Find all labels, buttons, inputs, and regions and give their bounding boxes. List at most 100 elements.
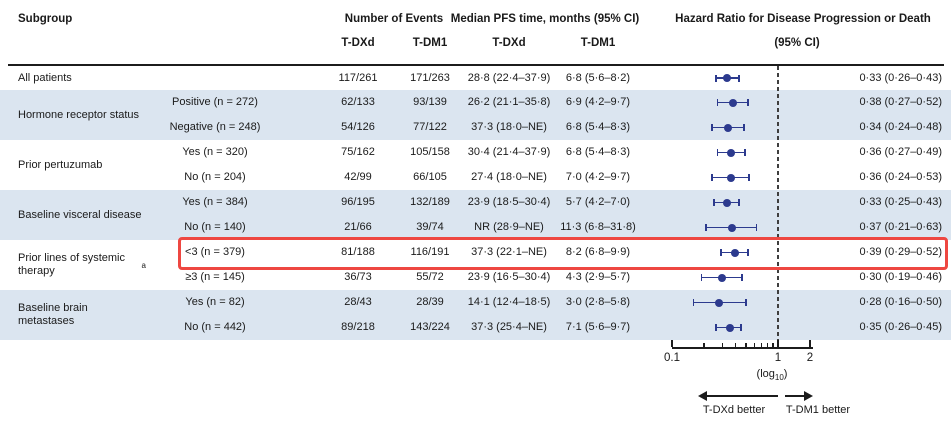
hr-point — [718, 273, 727, 282]
median-tdxd-cell: 23·9 (18·5–30·4) — [467, 196, 551, 208]
subgroup-level-cell: Yes (n = 82) — [185, 296, 245, 308]
hazard-ratio-cell: 0·38 (0·27–0·52) — [859, 96, 942, 108]
events-tdxd-cell: 96/195 — [341, 196, 375, 208]
hazard-ratio-cell: 0·34 (0·24–0·48) — [859, 121, 942, 133]
left-better-label: T-DXd better — [702, 404, 766, 416]
ci-cap-left — [720, 249, 722, 256]
right-better-label: T-DM1 better — [785, 404, 851, 416]
x-axis-tick — [766, 343, 769, 347]
ci-cap-right — [747, 99, 749, 106]
subgroup-level-cell: Yes (n = 320) — [182, 146, 248, 158]
col-subheader-hazard-ci: (95% CI) — [774, 37, 820, 49]
hr-point — [722, 74, 731, 82]
ci-cap-left — [692, 299, 695, 306]
highlight-box — [178, 237, 948, 270]
median-tdxd-cell: NR (28·9–NE) — [474, 221, 544, 233]
events-tdxd-cell: 21/66 — [344, 221, 372, 233]
median-tdm1-cell: 7·1 (5·6–9·7) — [565, 321, 631, 333]
subgroup-level-cell: No (n = 140) — [184, 221, 246, 233]
header-divider-line — [8, 64, 944, 66]
median-tdm1-cell: 8·2 (6·8–9·9) — [565, 246, 631, 258]
subgroup-level-cell: Yes (n = 384) — [182, 196, 248, 208]
ci-cap-left — [711, 174, 713, 181]
events-tdm1-cell: 93/139 — [413, 96, 447, 108]
median-tdxd-cell: 14·1 (12·4–18·5) — [467, 296, 551, 308]
ci-cap-right — [738, 199, 740, 206]
median-tdm1-cell: 6·8 (5·6–8·2) — [565, 72, 631, 84]
median-tdxd-cell: 23·9 (16·5–30·4) — [467, 271, 551, 283]
col-header-subgroup: Subgroup — [18, 13, 73, 25]
median-tdxd-cell: 28·8 (22·4–37·9) — [467, 72, 551, 84]
hazard-ratio-cell: 0·28 (0·16–0·50) — [859, 296, 942, 308]
row-band — [0, 290, 951, 340]
x-axis-tick-label-min: 0.1 — [664, 352, 680, 364]
group-label: Prior pertuzumab — [18, 158, 103, 171]
ci-cap-right — [744, 149, 746, 156]
median-tdxd-cell: 37·3 (22·1–NE) — [471, 246, 547, 258]
events-tdxd-cell: 117/261 — [338, 72, 378, 84]
subgroup-level-cell: Negative (n = 248) — [169, 121, 261, 133]
events-tdxd-cell: 42/99 — [344, 171, 372, 183]
hazard-ratio-cell: 0·35 (0·26–0·45) — [859, 321, 942, 333]
tdxd-better-arrowhead-icon — [698, 391, 707, 401]
median-tdxd-cell: 27·4 (18·0–NE) — [471, 171, 547, 183]
hr-point — [725, 323, 734, 332]
events-tdxd-cell: 75/162 — [341, 146, 375, 158]
ci-cap-right — [743, 124, 745, 131]
hr-point — [729, 98, 738, 107]
ci-cap-right — [755, 224, 758, 231]
events-tdxd-cell: 81/188 — [341, 246, 375, 258]
col-header-events: Number of Events — [344, 13, 444, 25]
hazard-ratio-cell: 0·37 (0·21–0·63) — [859, 221, 942, 233]
hazard-ratio-cell: 0·36 (0·24–0·53) — [859, 171, 942, 183]
x-axis-tick-label-one: 1 — [774, 352, 782, 364]
events-tdxd-cell: 28/43 — [344, 296, 372, 308]
events-tdm1-cell: 39/74 — [416, 221, 444, 233]
ci-cap-left — [711, 124, 713, 131]
hr-point — [728, 223, 737, 232]
hazard-ratio-cell: 0·39 (0·29–0·52) — [859, 246, 942, 258]
x-axis-tick — [809, 340, 811, 347]
ci-cap-right — [747, 174, 750, 181]
ci-cap-left — [713, 199, 715, 206]
ci-cap-left — [716, 99, 719, 106]
ci-cap-left — [715, 324, 717, 331]
hazard-ratio-cell: 0·33 (0·25–0·43) — [859, 196, 942, 208]
group-label: Prior lines of systemic therapy a — [18, 252, 146, 277]
ci-cap-left — [705, 224, 707, 231]
median-tdxd-cell: 37·3 (18·0–NE) — [471, 121, 547, 133]
events-tdm1-cell: 116/191 — [410, 246, 450, 258]
events-tdm1-cell: 171/263 — [410, 72, 450, 84]
median-tdm1-cell: 5·7 (4·2–7·0) — [565, 196, 631, 208]
x-axis-tick — [721, 343, 724, 347]
ci-cap-left — [700, 274, 703, 281]
median-tdm1-cell: 4·3 (2·9–5·7) — [565, 271, 631, 283]
x-axis-tick — [671, 340, 673, 347]
ci-cap-right — [747, 249, 749, 256]
ci-cap-left — [715, 74, 717, 82]
ci-cap-right — [740, 324, 742, 331]
reference-line-hr1 — [777, 66, 779, 345]
median-tdxd-cell: 30·4 (21·4–37·9) — [467, 146, 551, 158]
hr-point — [730, 248, 739, 257]
tdxd-better-arrow — [706, 395, 778, 397]
hr-point — [724, 123, 733, 132]
median-tdm1-cell: 11·3 (6·8–31·8) — [560, 221, 636, 233]
x-axis-tick — [745, 343, 747, 347]
hr-point — [715, 298, 724, 307]
events-tdxd-cell: 54/126 — [341, 121, 375, 133]
events-tdm1-cell: 143/224 — [410, 321, 450, 333]
events-tdm1-cell: 55/72 — [416, 271, 444, 283]
hr-point — [726, 148, 735, 157]
events-tdm1-cell: 77/122 — [413, 121, 447, 133]
subgroup-level-cell: No (n = 442) — [184, 321, 246, 333]
col-subheader-events-tdm1: T-DM1 — [412, 37, 448, 49]
col-header-median-pfs: Median PFS time, months (95% CI) — [450, 13, 640, 25]
col-header-hazard-ratio: Hazard Ratio for Disease Progression or … — [675, 13, 931, 25]
hazard-ratio-cell: 0·36 (0·27–0·49) — [859, 146, 942, 158]
median-tdm1-cell: 3·0 (2·8–5·8) — [565, 296, 631, 308]
col-subheader-median-tdm1: T-DM1 — [580, 37, 616, 49]
x-axis-tick — [703, 343, 705, 347]
median-tdm1-cell: 6·8 (5·4–8·3) — [565, 146, 631, 158]
subgroup-level-cell: <3 (n = 379) — [185, 246, 245, 258]
